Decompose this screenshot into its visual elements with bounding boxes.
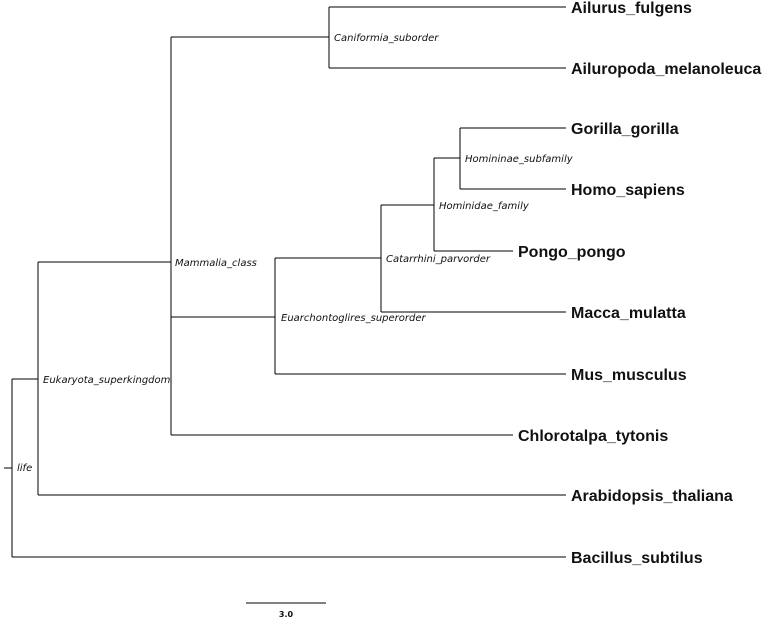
- leaf-label: Mus_musculus: [571, 367, 687, 384]
- leaf-label: Ailuropoda_melanoleuca: [571, 61, 761, 78]
- leaf-label: Chlorotalpa_tytonis: [518, 428, 668, 445]
- leaf-label: Gorilla_gorilla: [571, 121, 679, 138]
- node-label-mammalia: Mammalia_class: [175, 258, 257, 269]
- leaf-label: Bacillus_subtilus: [571, 550, 703, 567]
- node-label-caniformia: Caniformia_suborder: [334, 33, 439, 44]
- leaf-label: Pongo_pongo: [518, 244, 626, 261]
- leaf-label: Macca_mulatta: [571, 305, 686, 322]
- leaf-label: Arabidopsis_thaliana: [571, 488, 733, 505]
- node-label-life: life: [17, 463, 32, 474]
- node-label-homininae: Homininae_subfamily: [465, 154, 574, 165]
- node-label-eukaryota: Eukaryota_superkingdom: [43, 375, 171, 386]
- node-label-hominidae: Hominidae_family: [439, 201, 530, 212]
- leaf-label: Homo_sapiens: [571, 182, 685, 199]
- leaf-label: Ailurus_fulgens: [571, 0, 692, 17]
- node-label-catarrhini: Catarrhini_parvorder: [386, 254, 491, 265]
- node-label-euarchontoglires: Euarchontoglires_superorder: [281, 313, 426, 324]
- scale-bar-label: 3.0: [279, 610, 294, 619]
